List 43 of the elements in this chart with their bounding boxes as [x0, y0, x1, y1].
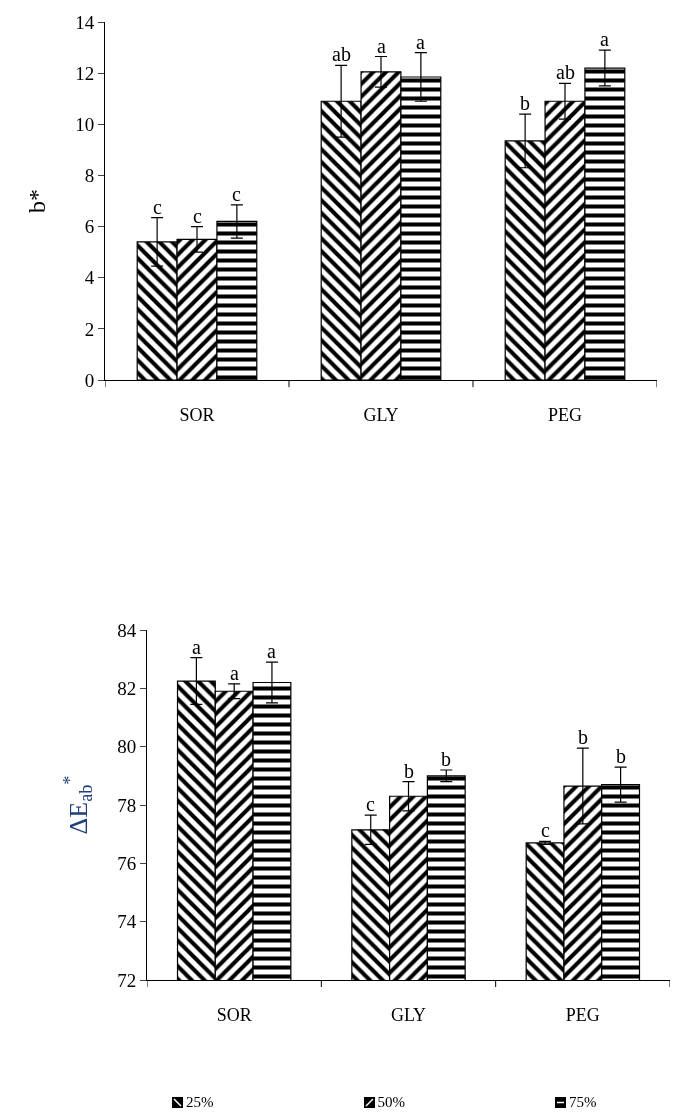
y-tick-label: 12: [75, 62, 95, 84]
annotation: a: [267, 640, 276, 662]
series-label: 50%: [377, 1094, 405, 1111]
y-tick-label: 84: [117, 619, 137, 641]
annotation: b: [441, 748, 451, 770]
x-tick-label: GLY: [363, 404, 399, 425]
y-axis-title: b*: [24, 189, 51, 213]
annotation: c: [232, 183, 241, 205]
annotation: ab: [556, 61, 575, 83]
annotation: a: [377, 35, 386, 57]
series-label: 75%: [569, 1094, 597, 1111]
y-tick-label: 82: [117, 677, 137, 699]
annotation: ab: [332, 43, 351, 65]
y-tick-label: 78: [117, 794, 137, 816]
annotation: a: [192, 636, 201, 658]
x-tick-label: PEG: [547, 404, 583, 425]
y-tick-label: 8: [84, 165, 95, 187]
y-tick-label: 6: [84, 216, 95, 238]
annotation: c: [541, 819, 550, 841]
x-tick-label: GLY: [390, 1004, 427, 1025]
y-tick-label: 4: [84, 267, 95, 289]
x-tick-label: SOR: [179, 404, 215, 425]
y-tick-label: 14: [75, 11, 95, 33]
y-tick-label: 76: [117, 852, 137, 874]
y-tick-label: 74: [117, 911, 137, 933]
annotation: b: [404, 760, 414, 782]
series-label: 25%: [186, 1094, 214, 1111]
annotation: b: [616, 745, 626, 767]
x-tick-label: SOR: [216, 1004, 252, 1025]
annotation: a: [600, 28, 609, 50]
annotation: b: [520, 92, 530, 114]
annotation: c: [153, 196, 162, 218]
annotation: b: [578, 726, 588, 748]
annotation: a: [230, 662, 239, 684]
x-tick-label: PEG: [565, 1004, 600, 1025]
annotation: c: [366, 793, 375, 815]
y-tick-label: 80: [117, 736, 137, 758]
y-tick-label: 72: [117, 969, 137, 991]
annotation: a: [416, 31, 425, 53]
y-tick-label: 0: [84, 369, 95, 391]
y-tick-label: 2: [84, 318, 95, 340]
y-tick-label: 10: [75, 113, 95, 135]
annotation: c: [193, 205, 202, 227]
